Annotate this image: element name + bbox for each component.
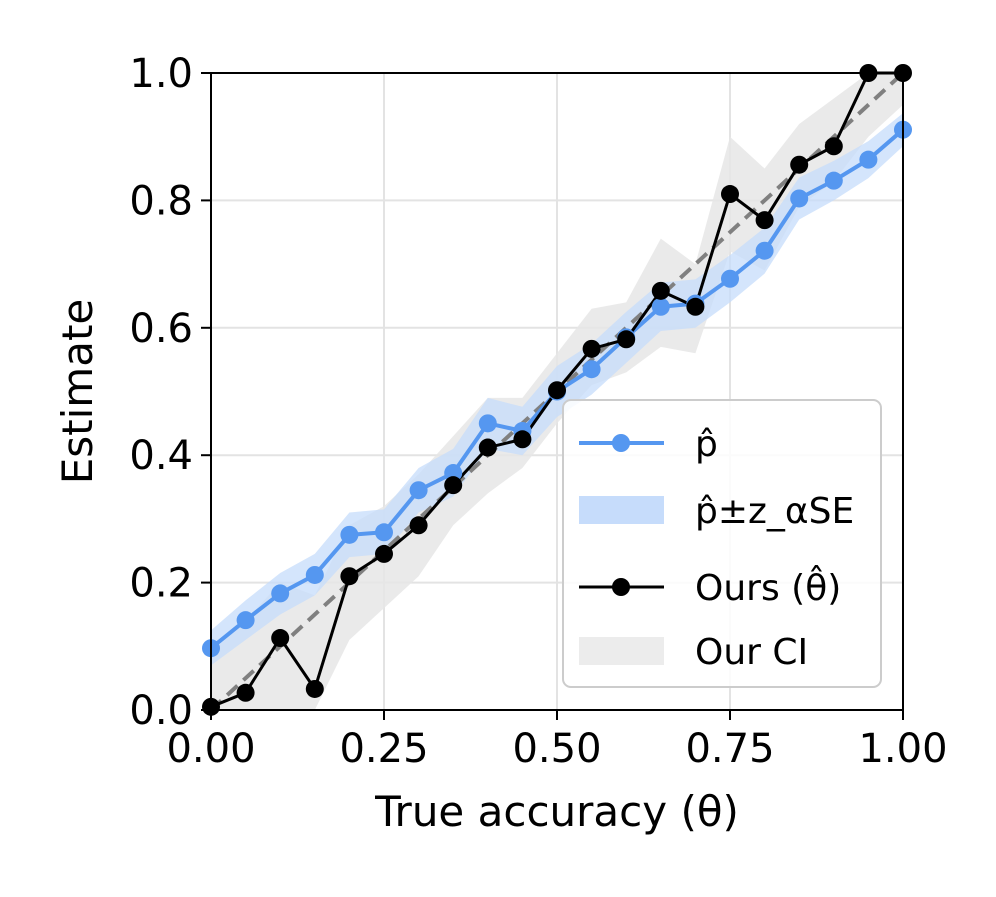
ours-point — [686, 297, 705, 316]
ours-point — [548, 381, 566, 400]
y-tick-label: 0.2 — [129, 561, 193, 607]
y-tick-label: 0.6 — [129, 306, 193, 352]
ours-point — [721, 185, 739, 204]
p-hat-point — [375, 523, 393, 542]
legend-label-our-ci: Our CI — [695, 632, 808, 673]
ours-point — [236, 683, 255, 702]
legend-entry-our-ci: Our CI — [579, 632, 808, 673]
ours-point — [790, 155, 809, 174]
p-hat-point — [859, 150, 878, 169]
legend-label-ours: Ours (θ̂) — [695, 564, 841, 609]
tick-marks — [201, 72, 904, 720]
ours-point — [478, 438, 497, 457]
legend: p̂ p̂±z_αSE Ours (θ̂) Our CI — [562, 399, 882, 688]
legend-swatch-p-hat-band — [579, 496, 664, 524]
p-hat-point — [790, 189, 809, 208]
p-hat-point — [271, 584, 290, 603]
ours-point — [582, 339, 601, 358]
ours-point — [340, 567, 359, 586]
y-tick-label: 0.0 — [129, 688, 193, 734]
y-tick-label: 0.8 — [129, 178, 193, 224]
y-tick-label: 1.0 — [129, 51, 193, 97]
x-tick-label: 0.75 — [685, 726, 774, 772]
legend-swatch-p-hat-marker — [612, 434, 630, 452]
x-tick-label: 0.00 — [166, 726, 255, 772]
x-axis-label: True accuracy (θ) — [374, 787, 739, 836]
p-hat-point — [478, 414, 497, 433]
legend-label-p-hat: p̂ — [695, 424, 718, 465]
y-tick-label: 0.4 — [129, 433, 193, 479]
ours-point — [305, 679, 324, 698]
y-tick-labels: 0.0 0.2 0.4 0.6 0.8 1.0 — [129, 51, 193, 734]
p-hat-point — [236, 611, 255, 630]
ours-point — [824, 137, 843, 156]
p-hat-point — [409, 481, 428, 500]
x-tick-label: 0.50 — [512, 726, 601, 772]
ours-point — [755, 211, 774, 230]
p-hat-point — [651, 297, 670, 316]
p-hat-point — [755, 241, 774, 260]
p-hat-point — [582, 360, 601, 379]
x-tick-label: 1.00 — [858, 726, 947, 772]
x-tick-labels: 0.00 0.25 0.50 0.75 1.00 — [166, 726, 947, 772]
ours-point — [271, 629, 290, 648]
ours-point — [375, 544, 393, 563]
y-axis-label: Estimate — [53, 299, 102, 485]
legend-label-p-hat-band: p̂±z_αSE — [695, 491, 854, 532]
p-hat-point — [824, 171, 843, 190]
legend-entry-p-hat-band: p̂±z_αSE — [579, 491, 854, 532]
ours-point — [617, 330, 636, 349]
ours-point — [409, 516, 428, 535]
p-hat-point — [721, 269, 739, 288]
p-hat-point — [305, 565, 324, 584]
legend-entry-ours: Ours (θ̂) — [579, 564, 841, 609]
legend-swatch-ours-marker — [612, 578, 630, 596]
legend-box — [562, 399, 882, 688]
x-tick-label: 0.25 — [339, 726, 428, 772]
ours-point — [444, 476, 463, 495]
p-hat-point — [340, 525, 359, 544]
series-markers — [202, 64, 912, 716]
ours-point — [651, 281, 670, 300]
legend-entry-p-hat: p̂ — [579, 424, 718, 465]
ours-point — [513, 430, 532, 449]
legend-swatch-our-ci — [579, 637, 664, 665]
